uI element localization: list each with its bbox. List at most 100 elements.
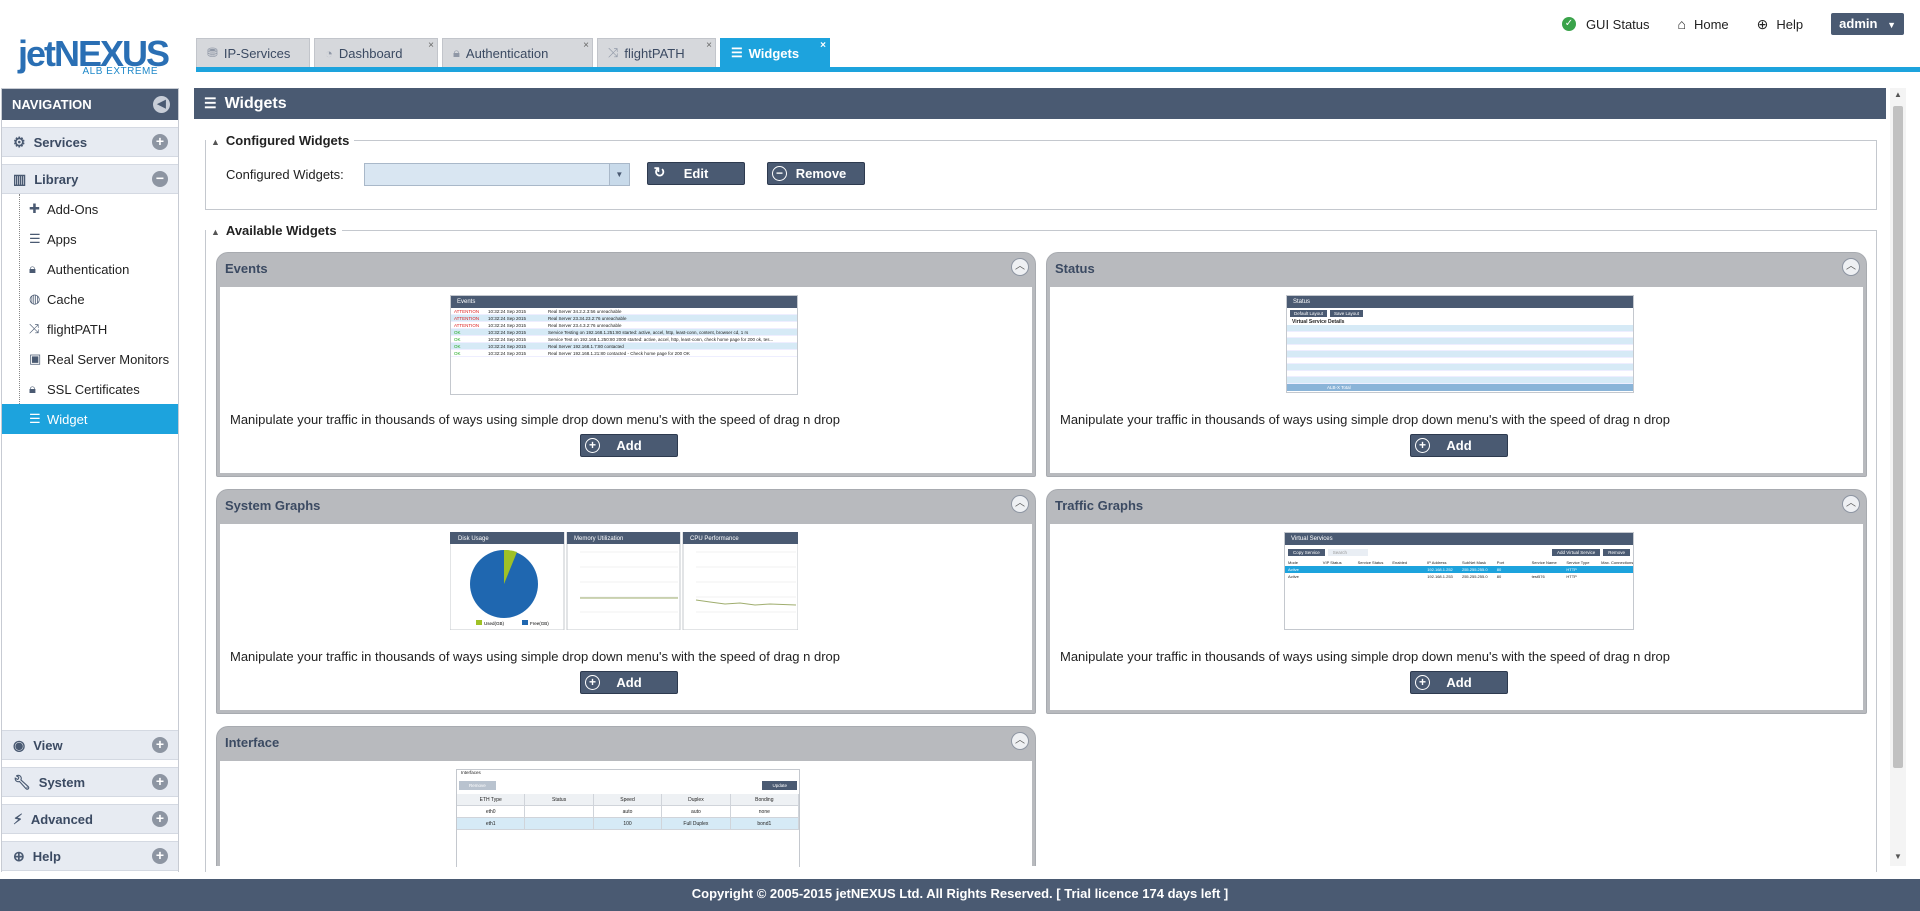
status-row	[1287, 345, 1633, 351]
books-icon: ▥	[13, 170, 27, 187]
logo-subtext: ALB EXTREME	[82, 66, 158, 77]
home-label: Home	[1693, 16, 1729, 32]
nav-item-add-ons[interactable]: ✚ Add-Ons	[2, 194, 178, 224]
nav-section-system[interactable]: 🔧︎ System +	[2, 767, 178, 797]
status-row	[1287, 364, 1633, 371]
edit-label: Edit	[683, 166, 709, 181]
collapse-up-icon[interactable]: ︿	[1011, 258, 1029, 276]
nav-section-view[interactable]: ◉ View +	[2, 730, 178, 760]
nav-section-label: View	[33, 737, 63, 753]
available-widgets-legend[interactable]: ▲ Available Widgets	[211, 223, 337, 238]
event-row: ATTENTION 10:32:24 Sep 2015 Real Server 23…	[451, 315, 797, 322]
widget-panel-events: Events ︿ Events ATTENTION 10:32:24 Sep 20…	[216, 252, 1036, 477]
nav-item-widget[interactable]: ☰ Widget	[2, 404, 178, 434]
expand-plus-icon[interactable]: +	[152, 811, 168, 827]
close-tab-icon[interactable]: ×	[706, 40, 712, 51]
content-scrollbar[interactable]: ▲ ▼	[1890, 88, 1906, 866]
globe-icon: ◍	[29, 291, 41, 306]
home-link[interactable]: ⌂ Home	[1678, 16, 1729, 32]
nav-section-help[interactable]: ⊕ Help +	[2, 841, 178, 871]
user-name: admin	[1839, 16, 1878, 31]
widget-panel-interface: Interface ︿ Interfaces Remove Update ETH…	[216, 726, 1036, 867]
preview-title: Events	[451, 296, 797, 308]
nav-section-services[interactable]: ⚙ Services +	[2, 127, 178, 157]
chevron-down-icon[interactable]: ▼	[608, 163, 629, 185]
collapse-up-icon[interactable]: ︿	[1011, 732, 1029, 750]
expand-plus-icon[interactable]: +	[152, 848, 168, 864]
collapse-up-icon[interactable]: ︿	[1842, 495, 1860, 513]
configured-widgets-legend[interactable]: ▲ Configured Widgets	[211, 133, 350, 148]
nav-item-cache[interactable]: ◍ Cache	[2, 284, 178, 314]
nav-section-library[interactable]: ▥ Library −	[2, 164, 178, 194]
scroll-up-icon[interactable]: ▲	[1894, 90, 1902, 99]
nav-section-label: System	[38, 774, 86, 790]
tab-authentication[interactable]: 🔒︎ Authentication ×	[442, 38, 593, 67]
interface-row: ETH Type Status Speed Duplex Bonding	[457, 794, 799, 806]
collapse-minus-icon[interactable]: −	[152, 171, 168, 187]
help-link[interactable]: ⊕ Help	[1757, 16, 1803, 33]
preview-total: ALB-X Total	[1287, 383, 1633, 391]
nav-item-apps[interactable]: ☰ Apps	[2, 224, 178, 254]
add-widget-button[interactable]: + Add	[1410, 434, 1508, 457]
widget-icon: ☰	[204, 95, 217, 111]
lock-icon: 🔒︎	[29, 381, 36, 396]
tab-dashboard[interactable]: ◔ Dashboard ×	[314, 38, 438, 67]
collapse-nav-icon[interactable]: ◀	[153, 96, 170, 113]
nav-section-advanced[interactable]: ⚡︎ Advanced +	[2, 804, 178, 834]
refresh-icon: ↻	[653, 164, 666, 180]
expand-plus-icon[interactable]: +	[152, 737, 168, 753]
tab-underline	[196, 67, 1920, 72]
disk-title: Disk Usage	[458, 536, 489, 542]
preview-section: Virtual Service Details	[1292, 319, 1345, 325]
preview-button: Update	[762, 780, 797, 790]
close-tab-icon[interactable]: ×	[820, 40, 826, 51]
add-widget-button[interactable]: + Add	[1410, 671, 1508, 694]
add-widget-button[interactable]: + Add	[580, 671, 678, 694]
interface-row: eth1 100 Full Duplex bond1	[457, 818, 799, 830]
nav-item-real-server-monitors[interactable]: ▣ Real Server Monitors	[2, 344, 178, 374]
home-icon: ⌂	[1677, 16, 1686, 32]
nav-item-flightpath[interactable]: ⤨ flightPATH	[2, 314, 178, 344]
widget-description: Manipulate your traffic in thousands of …	[1060, 412, 1670, 427]
nav-item-authentication[interactable]: 🔒︎ Authentication	[2, 254, 178, 284]
system-graphs-svg: Disk Usage Used(GB) Free(GB) Memory Util…	[450, 532, 798, 630]
close-tab-icon[interactable]: ×	[583, 40, 589, 51]
gear-icon: ⚙	[13, 133, 26, 150]
remove-label: Remove	[795, 166, 847, 181]
collapse-up-icon[interactable]: ︿	[1011, 495, 1029, 513]
wrench-icon: 🔧︎	[13, 773, 31, 790]
add-widget-button[interactable]: + Add	[580, 434, 678, 457]
status-row	[1287, 351, 1633, 358]
preview-title: Virtual Services	[1285, 533, 1633, 545]
tab-flightpath[interactable]: ⤨ flightPATH ×	[597, 38, 716, 67]
caret-down-icon: ▼	[1887, 20, 1896, 30]
plus-circle-icon: +	[1415, 438, 1430, 453]
logo-text: jetNEXUS	[18, 33, 170, 74]
navigation-title: NAVIGATION	[12, 97, 92, 112]
tab-label: IP-Services	[223, 45, 291, 61]
tab-widgets[interactable]: ☰ Widgets ×	[720, 38, 830, 67]
scroll-down-icon[interactable]: ▼	[1894, 852, 1902, 861]
scroll-thumb[interactable]	[1893, 106, 1903, 768]
configured-widgets-fieldset: ▲ Configured Widgets	[205, 133, 1877, 210]
add-label: Add	[616, 675, 642, 690]
nav-item-label: Real Server Monitors	[47, 351, 170, 367]
widget-description: Manipulate your traffic in thousands of …	[230, 649, 840, 664]
widget-description: Manipulate your traffic in thousands of …	[1060, 649, 1670, 664]
event-row: ATTENTION 10:32:24 Sep 2015 Real Server 23…	[451, 322, 797, 329]
configured-widgets-select[interactable]: ▼	[363, 162, 630, 186]
tab-ip-services[interactable]: ⛃ IP-Services	[196, 38, 310, 67]
remove-button[interactable]: − Remove	[767, 162, 865, 185]
expand-plus-icon[interactable]: +	[152, 134, 168, 150]
traffic-row: Active 192.168.1.253 255.255.255.0 80 test57…	[1285, 573, 1633, 580]
collapse-up-icon[interactable]: ︿	[1842, 258, 1860, 276]
user-menu-button[interactable]: admin ▼	[1831, 13, 1904, 35]
expand-plus-icon[interactable]: +	[152, 774, 168, 790]
cpu-title: CPU Performance	[690, 536, 739, 542]
nav-item-ssl-certificates[interactable]: 🔒︎ SSL Certificates	[2, 374, 178, 404]
top-right-bar: ✓ GUI Status ⌂ Home ⊕ Help admin ▼	[1561, 12, 1920, 36]
gui-status-link[interactable]: ✓ GUI Status	[1561, 17, 1650, 32]
close-tab-icon[interactable]: ×	[428, 40, 434, 51]
edit-button[interactable]: ↻ Edit	[647, 162, 745, 185]
nav-item-label: Add-Ons	[47, 201, 99, 217]
